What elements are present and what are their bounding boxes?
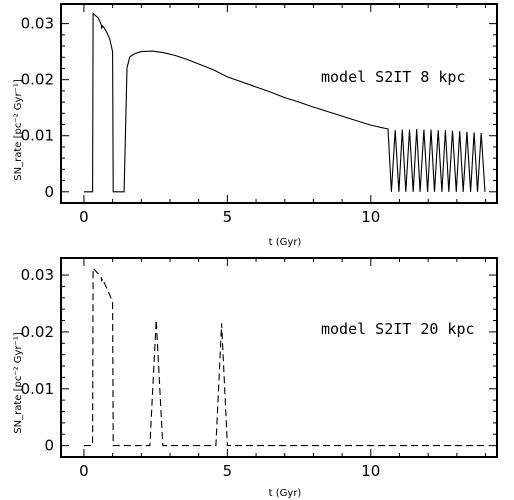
- series-line-top: [83, 12, 486, 193]
- x-tick-label: 0: [79, 208, 89, 226]
- annotation-top: model S2IT 8 kpc: [321, 68, 466, 86]
- xlabel-bottom: t (Gyr): [269, 488, 302, 499]
- plot-frame-bottom: [60, 257, 498, 458]
- ylabel-bottom: SN_rate [pc⁻² Gyr⁻¹]: [13, 332, 24, 434]
- ticks-top: [61, 4, 497, 203]
- panel-bottom: 0 5 10 0 0.01 0.02 0.03 model S2IT 20 kpc t (G…: [13, 257, 498, 499]
- y-tick-label: 0.02: [21, 323, 54, 341]
- x-tick-label: 10: [361, 208, 380, 226]
- tick-labels-top: 0 5 10 0 0.01 0.02 0.03: [21, 15, 381, 226]
- series-line-bottom: [83, 266, 486, 447]
- y-tick-label: 0.03: [21, 266, 54, 284]
- x-tick-label: 10: [361, 462, 380, 480]
- y-tick-label: 0: [44, 437, 54, 455]
- annotation-bottom: model S2IT 20 kpc: [321, 320, 475, 338]
- panel-top: 0 5 10 0 0.01 0.02 0.03 model S2IT 8 kpc t (Gy…: [13, 3, 498, 248]
- tick-labels-bottom: 0 5 10 0 0.01 0.02 0.03: [21, 266, 381, 480]
- y-tick-label: 0: [44, 183, 54, 201]
- y-tick-label: 0.03: [21, 15, 54, 33]
- y-tick-label: 0.01: [21, 380, 54, 398]
- plot-frame-top: [60, 3, 498, 204]
- ylabel-top: SN_rate [pc⁻² Gyr⁻¹]: [13, 79, 24, 181]
- x-tick-label: 0: [79, 462, 89, 480]
- ticks-bottom: [61, 258, 497, 457]
- y-tick-label: 0.01: [21, 127, 54, 145]
- y-tick-label: 0.02: [21, 71, 54, 89]
- xlabel-top: t (Gyr): [269, 237, 302, 248]
- x-tick-label: 5: [223, 208, 233, 226]
- x-tick-label: 5: [223, 462, 233, 480]
